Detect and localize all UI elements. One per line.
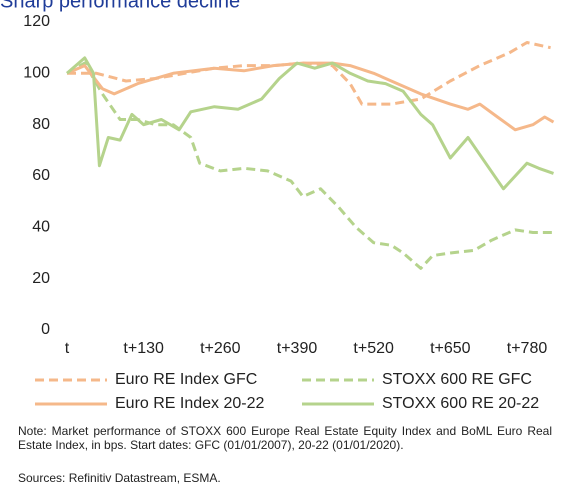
y-tick-label: 20: [32, 270, 50, 287]
legend-label: STOXX 600 RE GFC: [382, 371, 532, 388]
y-tick-label: 60: [32, 167, 50, 184]
chart: Sharp performance decline 0 20 40 60 80 100 12…: [0, 0, 555, 412]
series-line: [66, 61, 554, 270]
legend-label: STOXX 600 RE 20-22: [382, 395, 539, 412]
y-tick-label: 80: [32, 116, 50, 133]
x-tick-label: t+650: [430, 340, 471, 357]
x-tick-label: t: [65, 340, 70, 357]
x-tick-label: t+780: [507, 340, 548, 357]
legend-label: Euro RE Index 20-22: [115, 395, 265, 412]
x-tick-label: t+260: [200, 340, 241, 357]
series-line: [66, 56, 554, 191]
chart-title: Sharp performance decline: [0, 0, 240, 12]
y-tick-label: 100: [23, 65, 50, 82]
y-tick-label: 40: [32, 219, 50, 236]
y-tick-label: 0: [41, 321, 50, 338]
source: Sources: Refinitiv Datastream, ESMA.: [18, 471, 221, 485]
x-tick-label: t+390: [277, 340, 318, 357]
y-tick-label: 120: [23, 13, 50, 30]
series-line: [67, 41, 551, 106]
legend-label: Euro RE Index GFC: [115, 371, 257, 388]
x-tick-label: t+520: [353, 340, 394, 357]
x-tick-label: t+130: [123, 340, 164, 357]
note: Note: Market performance of STOXX 600 Eu…: [18, 424, 552, 452]
series-line: [66, 61, 555, 132]
